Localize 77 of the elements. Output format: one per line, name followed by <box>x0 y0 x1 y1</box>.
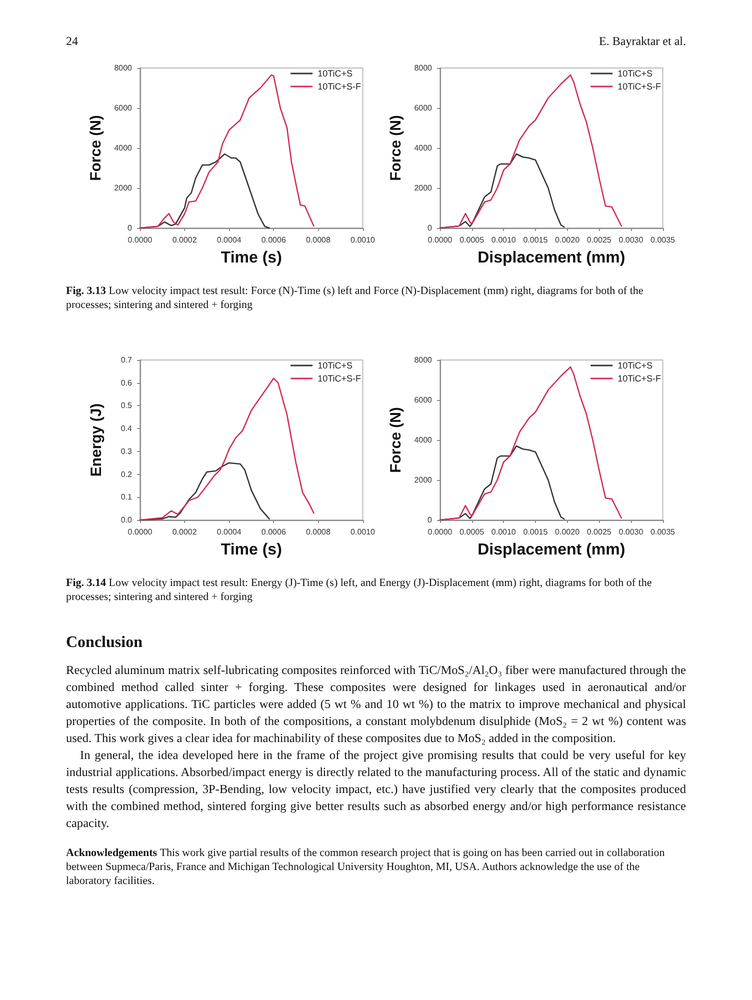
x-tick-label: 0.0000 <box>128 236 153 244</box>
x-tick-label: 0.0015 <box>523 236 548 244</box>
x-tick-label: 0.0020 <box>555 236 580 244</box>
y-tick-label: 2000 <box>414 476 433 484</box>
x-tick-label: 0.0006 <box>261 236 286 244</box>
y-tick-label: 4000 <box>414 436 433 444</box>
y-tick-label: 0.7 <box>120 356 133 364</box>
y-tick-label: 0 <box>428 224 433 232</box>
y-tick-label: 2000 <box>414 184 433 192</box>
y-tick-label: 8000 <box>114 64 133 72</box>
y-tick-label: 0.5 <box>120 401 133 410</box>
y-tick-label: 6000 <box>114 104 133 112</box>
x-tick-label: 0.0010 <box>491 236 516 244</box>
x-axis-title: Time (s) <box>220 250 282 266</box>
x-tick-label: 0.0025 <box>586 236 612 244</box>
y-tick-label: 0 <box>128 224 133 232</box>
x-tick-label: 0.0025 <box>586 528 612 536</box>
y-axis-title: Energy (J) <box>88 403 105 477</box>
text: Recycled aluminum matrix self-lubricating composites reinforced with TiC/MoS₂/Al₂O₃ fiber were manufactured through the combined method called sinter + forging. These composites were designed for linkages used in aeronautical and/or automotive applications. TiC particles were added (5 wt % and 10 wt %) to the matrix to improve mechanical and physical properties of the composite. In both of the compositions, a constant molybdenum disulphide (MoS₂ = 2 wt %) content was used. This work gives a clear idea for machinability of these composites due to MoS₂ added in the composition. <box>66 662 686 747</box>
x-tick-label: 0.0020 <box>555 528 580 536</box>
y-tick-label: 8000 <box>414 64 433 72</box>
y-tick-label: 0.0 <box>120 516 133 524</box>
x-tick-label: 0.0005 <box>460 236 485 244</box>
x-tick-label: 0.0015 <box>523 528 548 536</box>
x-tick-label: 0.0006 <box>261 528 286 536</box>
x-tick-label: 0.0005 <box>460 528 485 536</box>
x-tick-label: 0.0000 <box>428 528 453 536</box>
x-tick-label: 0.0035 <box>650 236 676 244</box>
legend-label: 10TiC+S-F <box>318 374 362 384</box>
y-tick-label: 0.3 <box>120 446 133 456</box>
x-tick-label: 0.0030 <box>618 528 644 536</box>
x-tick-label: 0.0004 <box>216 236 242 244</box>
y-tick-label: 6000 <box>414 396 433 404</box>
y-tick-label: 0.1 <box>120 492 133 502</box>
y-tick-label: 0.6 <box>120 378 133 388</box>
x-tick-label: 0.0010 <box>491 528 516 536</box>
y-axis-title: Force (N) <box>387 407 404 473</box>
y-tick-label: 4000 <box>114 144 133 152</box>
x-axis-title: Displacement (mm) <box>478 250 626 266</box>
y-tick-label: 0.2 <box>120 470 133 479</box>
legend-label: 10TiC+S <box>318 68 353 78</box>
legend-label: 10TiC+S-F <box>618 374 662 384</box>
y-tick-label: 8000 <box>414 356 433 364</box>
x-tick-label: 0.0035 <box>650 528 676 536</box>
line-series <box>139 378 314 521</box>
x-tick-label: 0.0000 <box>128 528 153 536</box>
caption: Fig. 3.14 Low velocity impact test result: Energy (J)-Time (s) left, and Energy (J)-Displacement (mm) right, diagrams for both of the processes; sintering and sintered + forging <box>66 576 653 604</box>
legend-label: 10TiC+S-F <box>618 82 662 92</box>
x-tick-label: 0.0008 <box>306 236 331 244</box>
x-axis-title: Time (s) <box>220 542 282 558</box>
y-tick-label: 0 <box>428 516 433 524</box>
x-tick-label: 0.0030 <box>618 236 644 244</box>
y-tick-label: 2000 <box>114 184 133 192</box>
x-axis-title: Displacement (mm) <box>478 542 626 558</box>
y-tick-label: 6000 <box>414 104 433 112</box>
caption: Fig. 3.13 Low velocity impact test result: Force (N)-Time (s) left and Force (N)-Displacement (mm) right, diagrams for both of the processes; sintering and sintered + forging <box>66 284 644 312</box>
x-tick-label: 0.0010 <box>350 236 376 244</box>
y-tick-label: 0.4 <box>120 424 133 434</box>
x-tick-label: 0.0002 <box>172 236 198 244</box>
line-series <box>139 74 314 229</box>
x-tick-label: 0.0004 <box>216 528 242 536</box>
text: E. Bayraktar et al. <box>599 34 686 49</box>
legend-label: 10TiC+S <box>618 68 653 78</box>
legend-label: 10TiC+S <box>318 360 353 370</box>
legend-label: 10TiC+S <box>618 360 653 370</box>
text: 24 <box>66 34 78 49</box>
x-tick-label: 0.0002 <box>172 528 198 536</box>
text: Conclusion <box>66 634 144 652</box>
text: In general, the idea developed here in the frame of the project give promising results that could be very useful for key industrial applications. Absorbed/impact energy is directly related to the manufacturing process. All of the static and dynamic tests results (compression, 3P-Bending, low velocity impact, etc.) have justified very clearly that the composites produced with the combined method, sintered forging give better results such as absorbed energy and/or high performance resistance capacity. <box>66 747 686 832</box>
legend-label: 10TiC+S-F <box>318 82 362 92</box>
y-tick-label: 4000 <box>414 144 433 152</box>
y-axis-title: Force (N) <box>87 115 104 181</box>
text: Acknowledgements This work give partial results of the common research project that is going on has been carried out in collaboration between Supmeca/Paris, France and Michigan Technological University Houghton, MI, USA. Authors acknowledge the use of the laboratory facilities. <box>66 846 666 888</box>
x-tick-label: 0.0010 <box>350 528 376 536</box>
y-axis-title: Force (N) <box>387 115 404 181</box>
x-tick-label: 0.0008 <box>306 528 331 536</box>
x-tick-label: 0.0000 <box>428 236 453 244</box>
